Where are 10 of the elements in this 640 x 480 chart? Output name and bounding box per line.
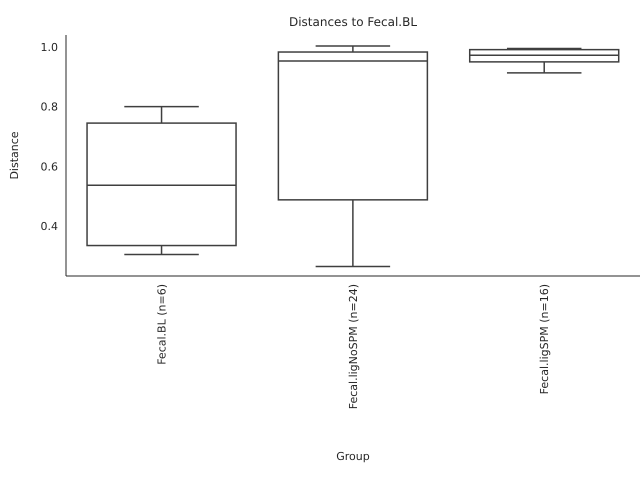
y-tick-label: 0.6	[40, 160, 58, 174]
x-tick-label: Fecal.ligSPM (n=16)	[538, 284, 552, 394]
chart-title: Distances to Fecal.BL	[288, 15, 418, 29]
x-tick-label: Fecal.BL (n=6)	[155, 284, 168, 365]
y-tick-label: 0.8	[40, 100, 58, 114]
y-tick-label: 1.0	[40, 40, 58, 54]
y-axis-title: Distance	[8, 131, 21, 180]
y-tick-label: 0.4	[40, 220, 58, 234]
x-axis-title: Group	[336, 450, 370, 463]
x-tick-label: Fecal.ligNoSPM (n=24)	[346, 284, 360, 410]
